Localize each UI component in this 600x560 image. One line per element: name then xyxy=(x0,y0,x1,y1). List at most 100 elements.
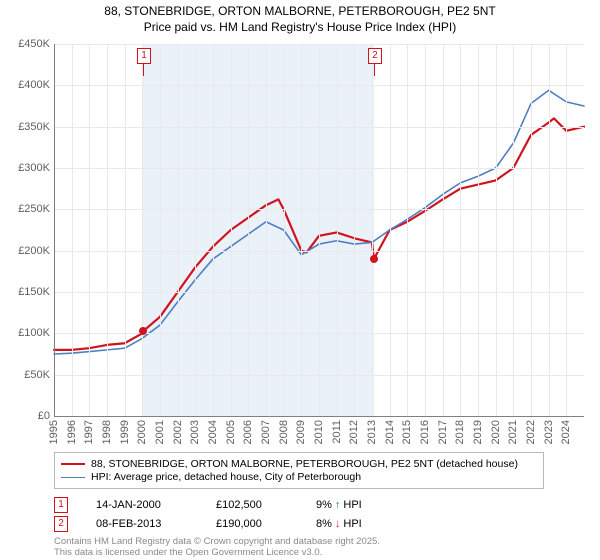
vgrid-line xyxy=(301,44,302,416)
vgrid-line xyxy=(125,44,126,416)
sale-row-flag: 1 xyxy=(54,497,68,513)
vgrid-line xyxy=(531,44,532,416)
xtick-label: 2016 xyxy=(419,420,431,444)
ytick-label: £150K xyxy=(0,286,50,298)
sale-row-flag: 2 xyxy=(54,516,68,532)
vgrid-line xyxy=(89,44,90,416)
xtick-label: 2005 xyxy=(225,420,237,444)
footnote: Contains HM Land Registry data © Crown c… xyxy=(54,536,380,559)
vgrid-line xyxy=(390,44,391,416)
legend-item: 88, STONEBRIDGE, ORTON MALBORNE, PETERBO… xyxy=(61,458,537,470)
ytick-label: £200K xyxy=(0,245,50,257)
vgrid-line xyxy=(566,44,567,416)
xtick-label: 2024 xyxy=(560,420,572,444)
xtick-label: 1999 xyxy=(119,420,131,444)
vgrid-line xyxy=(231,44,232,416)
xtick-label: 2018 xyxy=(454,420,466,444)
legend-item: HPI: Average price, detached house, City… xyxy=(61,471,537,483)
ytick-label: £300K xyxy=(0,162,50,174)
vgrid-line xyxy=(513,44,514,416)
vgrid-line xyxy=(284,44,285,416)
xtick-label: 2003 xyxy=(189,420,201,444)
vgrid-line xyxy=(266,44,267,416)
xtick-label: 2004 xyxy=(207,420,219,444)
flag-connector xyxy=(374,64,375,76)
x-axis xyxy=(54,416,584,417)
ytick-label: £250K xyxy=(0,203,50,215)
legend-swatch xyxy=(61,477,85,478)
ytick-label: £50K xyxy=(0,369,50,381)
vgrid-line xyxy=(425,44,426,416)
vgrid-line xyxy=(142,44,143,416)
vgrid-line xyxy=(496,44,497,416)
vgrid-line xyxy=(337,44,338,416)
xtick-label: 2000 xyxy=(136,420,148,444)
sale-flag-1: 1 xyxy=(137,48,151,64)
xtick-label: 1997 xyxy=(83,420,95,444)
arrow-up-icon: ↑ xyxy=(335,499,341,511)
sale-flag-2: 2 xyxy=(368,48,382,64)
xtick-label: 2008 xyxy=(278,420,290,444)
legend-label: HPI: Average price, detached house, City… xyxy=(91,471,361,483)
arrow-down-icon: ↓ xyxy=(335,518,341,530)
legend-label: 88, STONEBRIDGE, ORTON MALBORNE, PETERBO… xyxy=(91,458,518,470)
xtick-label: 2013 xyxy=(366,420,378,444)
sale-diff-label: HPI xyxy=(343,499,361,511)
xtick-label: 2023 xyxy=(543,420,555,444)
vgrid-line xyxy=(549,44,550,416)
vgrid-line xyxy=(407,44,408,416)
sales-table: 114-JAN-2000£102,5009%↑HPI208-FEB-2013£1… xyxy=(54,494,362,535)
sale-date: 14-JAN-2000 xyxy=(96,499,188,511)
vgrid-line xyxy=(372,44,373,416)
sale-diff-label: HPI xyxy=(343,518,361,530)
vgrid-line xyxy=(160,44,161,416)
vgrid-line xyxy=(319,44,320,416)
legend-swatch xyxy=(61,463,85,465)
legend-box: 88, STONEBRIDGE, ORTON MALBORNE, PETERBO… xyxy=(54,452,544,489)
footnote-line-1: Contains HM Land Registry data © Crown c… xyxy=(54,536,380,547)
xtick-label: 2017 xyxy=(437,420,449,444)
xtick-label: 2012 xyxy=(348,420,360,444)
xtick-label: 2001 xyxy=(154,420,166,444)
title-line-1: 88, STONEBRIDGE, ORTON MALBORNE, PETERBO… xyxy=(0,4,600,20)
xtick-label: 1995 xyxy=(48,420,60,444)
vgrid-line xyxy=(354,44,355,416)
xtick-label: 2002 xyxy=(172,420,184,444)
title-line-2: Price paid vs. HM Land Registry's House … xyxy=(0,20,600,36)
sale-row: 2 08-FEB-2013 £190,000 8%↓HPI xyxy=(54,516,362,532)
chart-container: 88, STONEBRIDGE, ORTON MALBORNE, PETERBO… xyxy=(0,0,600,560)
xtick-label: 2022 xyxy=(525,420,537,444)
chart-plot-area: 12 xyxy=(54,44,584,416)
ytick-label: £400K xyxy=(0,79,50,91)
vgrid-line xyxy=(460,44,461,416)
sale-marker-2 xyxy=(370,255,378,263)
xtick-label: 2010 xyxy=(313,420,325,444)
xtick-label: 2006 xyxy=(242,420,254,444)
sale-price: £190,000 xyxy=(216,518,288,530)
xtick-label: 2015 xyxy=(401,420,413,444)
xtick-label: 2019 xyxy=(472,420,484,444)
sale-date: 08-FEB-2013 xyxy=(96,518,188,530)
ytick-label: £100K xyxy=(0,327,50,339)
vgrid-line xyxy=(478,44,479,416)
sale-diff: 8%↓HPI xyxy=(316,518,362,530)
title-block: 88, STONEBRIDGE, ORTON MALBORNE, PETERBO… xyxy=(0,0,600,35)
vgrid-line xyxy=(213,44,214,416)
sale-diff-pct: 9% xyxy=(316,499,332,511)
vgrid-line xyxy=(248,44,249,416)
xtick-label: 2021 xyxy=(507,420,519,444)
y-axis xyxy=(54,44,55,416)
vgrid-line xyxy=(178,44,179,416)
xtick-label: 1998 xyxy=(101,420,113,444)
xtick-label: 1996 xyxy=(66,420,78,444)
xtick-label: 2009 xyxy=(295,420,307,444)
vgrid-line xyxy=(443,44,444,416)
vgrid-line xyxy=(107,44,108,416)
vgrid-line xyxy=(72,44,73,416)
sale-row: 114-JAN-2000£102,5009%↑HPI xyxy=(54,497,362,513)
flag-connector xyxy=(143,64,144,76)
xtick-label: 2007 xyxy=(260,420,272,444)
ytick-label: £0 xyxy=(0,410,50,422)
xtick-label: 2011 xyxy=(331,420,343,444)
footnote-line-2: This data is licensed under the Open Gov… xyxy=(54,547,380,558)
